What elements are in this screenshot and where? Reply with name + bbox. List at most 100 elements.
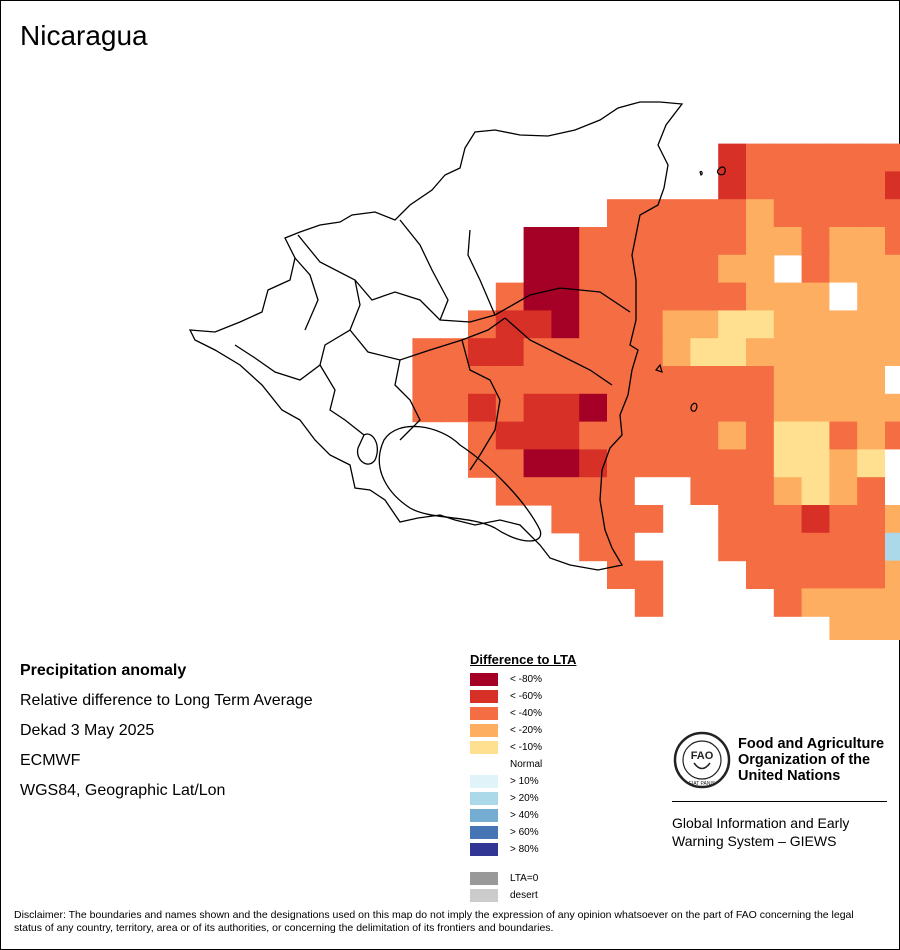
anomaly-cell (690, 393, 719, 423)
country-outline (188, 101, 684, 571)
anomaly-cell (857, 449, 886, 478)
anomaly-cell (885, 143, 900, 172)
fao-emblem-letters: FAO (691, 750, 714, 762)
anomaly-cell (551, 505, 580, 534)
anomaly-cell (857, 254, 886, 284)
anomaly-cell (523, 393, 552, 423)
anomaly-cell (607, 199, 636, 228)
anomaly-cell (829, 227, 858, 256)
anomaly-cell (773, 505, 803, 534)
anomaly-cell (690, 505, 719, 534)
legend-swatch (470, 758, 498, 771)
legend-item: > 10% (470, 773, 576, 790)
anomaly-cell (773, 338, 803, 367)
anomaly-cell (857, 477, 886, 506)
anomaly-cell (690, 477, 719, 506)
anomaly-cell (607, 505, 636, 534)
anomaly-cell (495, 393, 525, 423)
anomaly-cell (551, 366, 580, 395)
legend-swatch (470, 707, 498, 720)
anomaly-cell (746, 310, 775, 339)
legend-swatch (470, 673, 498, 686)
anomaly-cell (607, 254, 636, 284)
anomaly-cell (718, 421, 747, 450)
anomaly-cell (829, 199, 858, 228)
legend-label: < -80% (510, 674, 542, 685)
anomaly-cell (690, 310, 719, 339)
legend-label: > 10% (510, 776, 539, 787)
anomaly-cell (857, 310, 886, 339)
anomaly-cell (718, 366, 747, 395)
anomaly-cell (634, 282, 664, 311)
anomaly-cell (412, 338, 441, 367)
anomaly-cell (885, 477, 900, 506)
anomaly-cell (607, 366, 636, 395)
anomaly-cell (579, 532, 608, 562)
anomaly-cell (773, 199, 803, 228)
anomaly-cell (551, 282, 580, 311)
anomaly-cell (773, 477, 803, 506)
anomaly-cell (634, 505, 664, 534)
anomaly-cell (746, 366, 775, 395)
anomaly-cell (718, 254, 747, 284)
anomaly-cell (746, 560, 775, 589)
anomaly-cell (523, 254, 552, 284)
legend-item: < -60% (470, 688, 576, 705)
anomaly-cell (857, 171, 886, 200)
anomaly-cell (718, 143, 747, 172)
legend-label: < -20% (510, 725, 542, 736)
anomaly-cell (468, 393, 497, 423)
anomaly-cell (829, 310, 858, 339)
legend-item: < -20% (470, 722, 576, 739)
anomaly-cell (829, 449, 858, 478)
disclaimer: Disclaimer: The boundaries and names sho… (14, 909, 854, 934)
anomaly-cell (495, 310, 525, 339)
anomaly-cell (495, 338, 525, 367)
anomaly-cell (829, 338, 858, 367)
anomaly-cell (801, 366, 830, 395)
info-heading: Precipitation anomaly (20, 662, 187, 679)
anomaly-cell (579, 366, 608, 395)
anomaly-cell (829, 588, 858, 617)
anomaly-cell (773, 393, 803, 423)
anomaly-cell (662, 421, 691, 450)
anomaly-cell (746, 227, 775, 256)
anomaly-cell (746, 449, 775, 478)
anomaly-cell (607, 227, 636, 256)
anomaly-cell (523, 282, 552, 311)
legend-item: LTA=0 (470, 870, 576, 887)
anomaly-cell (746, 143, 775, 172)
anomaly-cell (801, 477, 830, 506)
legend-swatch (470, 792, 498, 805)
anomaly-cell (579, 449, 608, 478)
legend-item: desert (470, 887, 576, 904)
anomaly-cell (829, 254, 858, 284)
legend-extra: LTA=0 desert (470, 870, 576, 904)
legend-swatch (470, 889, 498, 902)
anomaly-cell (523, 310, 552, 339)
anomaly-cell (579, 477, 608, 506)
anomaly-cell (885, 282, 900, 311)
anomaly-cell (523, 338, 552, 367)
anomaly-cell (662, 338, 691, 367)
anomaly-cell (718, 505, 747, 534)
map-info: Precipitation anomaly Relative differenc… (20, 656, 313, 806)
anomaly-cell (690, 227, 719, 256)
anomaly-cell (523, 477, 552, 506)
anomaly-cell (579, 282, 608, 311)
anomaly-cell (523, 421, 552, 450)
anomaly-cell (773, 532, 803, 562)
anomaly-cell (857, 505, 886, 534)
anomaly-cell (857, 282, 886, 311)
anomaly-cell (885, 532, 900, 562)
legend-label: > 60% (510, 827, 539, 838)
anomaly-cell (746, 199, 775, 228)
anomaly-cell (468, 338, 497, 367)
anomaly-cell (885, 254, 900, 284)
anomaly-cell (746, 254, 775, 284)
anomaly-cell (579, 310, 608, 339)
anomaly-cell (773, 171, 803, 200)
anomaly-map (188, 101, 900, 640)
anomaly-cell (607, 310, 636, 339)
legend-item: > 20% (470, 790, 576, 807)
